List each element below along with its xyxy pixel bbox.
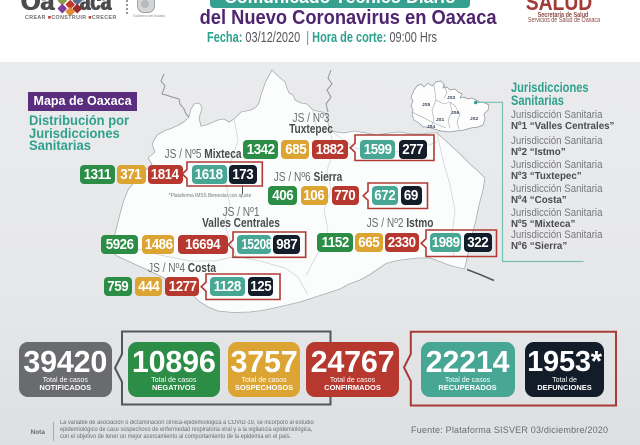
svg-text:JS1: JS1	[436, 117, 445, 122]
svg-text:JS6: JS6	[451, 110, 460, 115]
svg-text:JS4: JS4	[427, 124, 436, 129]
svg-text:JS5: JS5	[422, 102, 431, 107]
svg-text:JS2: JS2	[470, 116, 479, 121]
svg-text:JS3: JS3	[447, 95, 456, 100]
